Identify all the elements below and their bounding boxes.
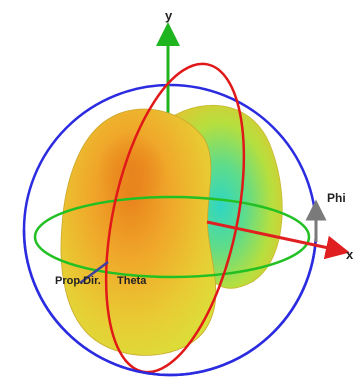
blue-ring-front (22, 229, 318, 377)
y-axis-label: y (165, 8, 173, 23)
prop-dir-arrow (79, 261, 109, 284)
green-ring (33, 195, 311, 279)
pattern-hot-spot (98, 132, 166, 208)
phi-label: Phi (327, 191, 346, 205)
prop-dir-label: Prop.Dir. (55, 275, 101, 287)
theta-label: Theta (117, 275, 147, 287)
x-axis-label: x (346, 247, 354, 262)
x-axis (206, 220, 350, 260)
